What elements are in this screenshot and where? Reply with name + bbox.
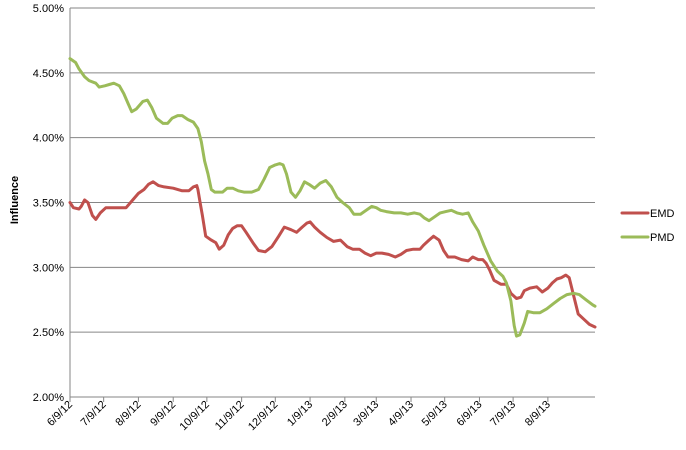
y-tick-label: 2.00% [33, 392, 64, 404]
x-tick-label: 11/9/12 [213, 399, 247, 433]
x-tick-label: 6/9/13 [454, 399, 484, 429]
gridlines [70, 7, 595, 333]
y-tick-label: 3.00% [33, 262, 64, 274]
x-tick-label: 8/9/12 [113, 399, 143, 429]
x-tick-label: 7/9/12 [79, 399, 109, 429]
x-tick-label: 12/9/12 [246, 399, 280, 433]
legend-label-pmd: PMD [650, 232, 675, 244]
x-tick-labels: 6/9/12 7/9/12 8/9/12 9/9/12 10/9/12 11/9/12 12… [45, 399, 553, 433]
x-tick-label: 9/9/12 [148, 399, 178, 429]
legend: EMD PMD [620, 208, 675, 244]
x-tick-label: 7/9/13 [488, 399, 518, 429]
legend-label-emd: EMD [650, 208, 675, 220]
y-tick-label: 5.00% [33, 3, 64, 15]
axes [69, 8, 595, 402]
x-tick-label: 8/9/13 [523, 399, 553, 429]
x-tick-label: 1/9/13 [285, 399, 315, 429]
series-lines [68, 57, 597, 338]
x-tick-label: 2/9/13 [320, 399, 350, 429]
x-tick-label: 4/9/13 [386, 399, 416, 429]
x-tick-label: 10/9/12 [178, 399, 212, 433]
y-tick-label: 4.50% [33, 68, 64, 80]
y-tick-label: 2.50% [33, 327, 64, 339]
series-line-pmd [68, 57, 597, 338]
series-line-emd [68, 180, 597, 329]
y-tick-labels: 2.00% 2.50% 3.00% 3.50% 4.00% 4.50% 5.00% [33, 3, 64, 404]
y-axis-title: Influence [9, 176, 21, 224]
y-tick-label: 4.00% [33, 133, 64, 145]
y-tick-label: 3.50% [33, 198, 64, 210]
x-tick-label: 3/9/13 [351, 399, 381, 429]
x-tick-label: 5/9/13 [420, 399, 450, 429]
